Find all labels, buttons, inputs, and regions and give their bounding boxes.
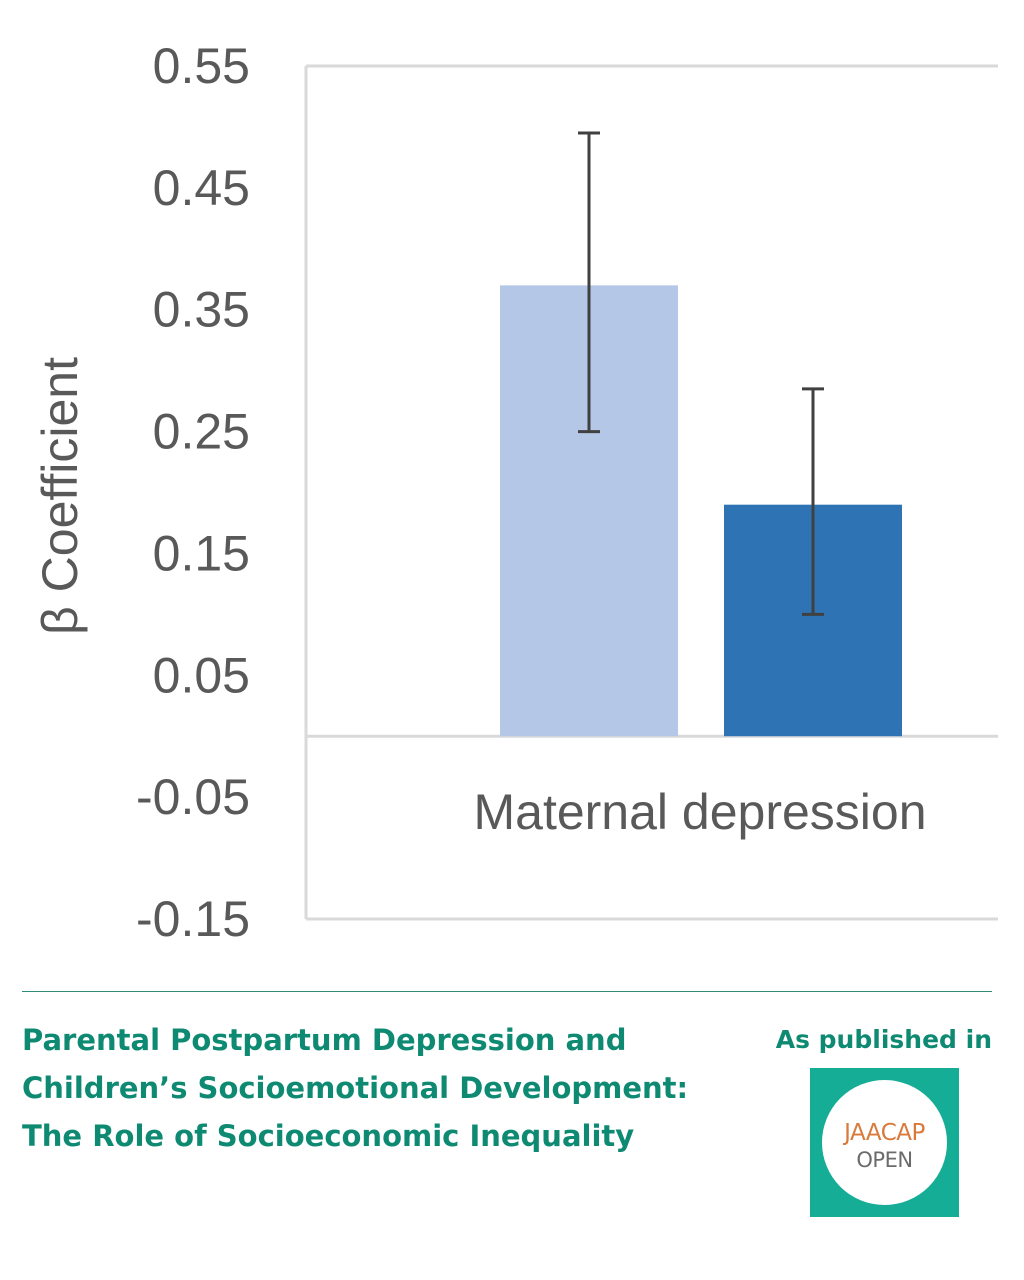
- y-tick-label: 0.35: [153, 282, 250, 338]
- article-title: Parental Postpartum Depression and Child…: [22, 1016, 742, 1160]
- y-tick-label: 0.45: [153, 160, 250, 216]
- footer-divider: [22, 991, 992, 992]
- y-tick-label: 0.05: [153, 647, 250, 703]
- y-tick-label: 0.15: [153, 525, 250, 581]
- y-tick-label: -0.15: [136, 891, 250, 947]
- y-tick-label: 0.25: [153, 404, 250, 460]
- jaacap-open-logo: JAACAP OPEN: [810, 1068, 959, 1217]
- article-title-line-1: Parental Postpartum Depression and: [22, 1023, 627, 1057]
- y-tick-label: -0.05: [136, 769, 250, 825]
- y-axis-title: β Coefficient: [32, 357, 88, 635]
- logo-text-open: OPEN: [856, 1148, 913, 1172]
- logo-circle: [822, 1080, 947, 1205]
- y-tick-label: 0.55: [153, 38, 250, 94]
- logo-text-jaacap: JAACAP: [844, 1120, 925, 1146]
- article-title-line-2: Children’s Socioemotional Development:: [22, 1071, 689, 1105]
- bar-chart: 0.55 0.45 0.35 0.25 0.15 0.05 -0.05 -0.15 β Coef…: [32, 38, 998, 947]
- x-category-label: Maternal depression: [473, 784, 926, 840]
- published-in-label: As published in: [775, 1025, 992, 1054]
- article-title-line-3: The Role of Socioeconomic Inequality: [22, 1119, 635, 1153]
